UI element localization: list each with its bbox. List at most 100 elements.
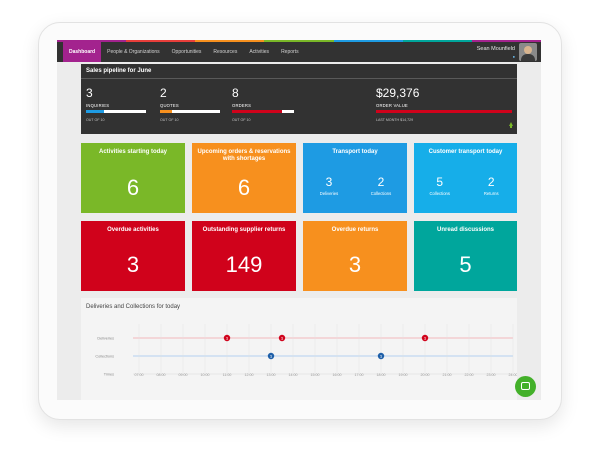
time-tick-label: 22:00 [465, 373, 474, 377]
metric-inquiries[interactable]: 3 INQUIRIES OUT OF 10 [86, 87, 146, 122]
time-tick-label: 14:00 [289, 373, 298, 377]
chat-bubble-icon[interactable] [515, 376, 536, 397]
chat-bubble-glyph [521, 382, 530, 390]
time-tick-label: 12:00 [245, 373, 254, 377]
top-navigation: Dashboard People & Organizations Opportu… [57, 42, 541, 62]
map-pin-icon: ● [512, 54, 515, 59]
split-value: 5 [436, 175, 444, 189]
split-value: 2 [377, 175, 385, 189]
delivery-marker [278, 334, 286, 342]
row-label: Times [104, 373, 114, 377]
time-tick-label: 18:00 [377, 373, 386, 377]
brand-color-segment [264, 40, 334, 42]
delivery-marker-label: 1 [424, 336, 426, 340]
row-label: Deliveries [97, 337, 114, 341]
metric-sub: LAST MONTH $14,729 [376, 117, 414, 122]
metric-value: $29,376 [376, 86, 420, 100]
tile-split-deliveries: 3 Deliveries [303, 176, 355, 196]
tile-transport-today[interactable]: Transport today 3 Deliveries 2 Collectio… [303, 143, 407, 213]
tile-title: Upcoming orders & reservations with shor… [197, 149, 291, 162]
tile-unread-discussions[interactable]: Unread discussions 5 [414, 221, 517, 291]
pipeline-title: Sales pipeline for June [86, 68, 152, 74]
metric-progress-bar [376, 110, 512, 113]
brand-color-segment [471, 40, 541, 42]
tile-value: 3 [348, 252, 362, 277]
up-arrow-icon [509, 122, 513, 126]
metric-progress-fill [376, 110, 512, 113]
metric-label: INQUIRIES [86, 103, 110, 108]
nav-resources[interactable]: Resources [213, 49, 238, 55]
tile-value: 5 [459, 252, 472, 277]
split-label: Returns [483, 191, 499, 196]
nav-activities[interactable]: Activities [249, 49, 270, 55]
tile-split: 3 Deliveries 2 Collections [303, 176, 407, 196]
up-arrow-stem [509, 126, 512, 128]
user-name: Sean Mounfield [476, 46, 515, 52]
metric-progress-fill [160, 110, 172, 113]
tile-upcoming-orders-shortages[interactable]: Upcoming orders & reservations with shor… [192, 143, 296, 213]
nav-opportunities[interactable]: Opportunities [171, 49, 202, 55]
collection-marker-label: 1 [270, 354, 272, 358]
split-label: Collections [429, 191, 450, 196]
tile-overdue-activities[interactable]: Overdue activities 3 [81, 221, 185, 291]
tile-title: Activities starting today [98, 149, 167, 155]
tile-title: Customer transport today [428, 149, 503, 155]
avatar[interactable] [519, 43, 537, 61]
tile-activities-starting-today[interactable]: Activities starting today 6 [81, 143, 185, 213]
metric-sub: OUT OF 10 [86, 117, 105, 122]
split-label: Collections [370, 191, 392, 196]
collection-marker [267, 352, 275, 360]
metric-progress-bar [86, 110, 146, 113]
metric-value: 2 [160, 86, 167, 100]
tile-overdue-returns[interactable]: Overdue returns 3 [303, 221, 407, 291]
tile-value: 6 [237, 175, 251, 200]
user-menu[interactable]: Sean Mounfield ● [476, 43, 537, 61]
tile-value: 6 [126, 175, 140, 200]
time-tick-label: 09:00 [179, 373, 188, 377]
tile-value: 149 [225, 252, 263, 277]
delivery-marker-label: 1 [226, 336, 228, 340]
metric-progress-fill [232, 110, 282, 113]
metric-progress-bar [160, 110, 220, 113]
nav-reports[interactable]: Reports [281, 49, 299, 55]
metric-label: ORDER VALUE [376, 103, 408, 108]
delivery-marker [421, 334, 429, 342]
tile-split-returns: 2 Returns [466, 176, 518, 196]
tile-title: Unread discussions [436, 227, 495, 233]
tile-customer-transport-today[interactable]: Customer transport today 5 Collections 2… [414, 143, 517, 213]
brand-color-segment [195, 40, 265, 42]
split-value: 2 [487, 175, 495, 189]
metric-sub: OUT OF 10 [160, 117, 179, 122]
time-tick-label: 17:00 [355, 373, 364, 377]
time-tick-label: 13:00 [267, 373, 276, 377]
deliveries-collections-panel: Deliveries and Collections for today Del… [81, 298, 517, 400]
time-tick-label: 21:00 [443, 373, 452, 377]
metric-order-value[interactable]: $29,376 ORDER VALUE LAST MONTH $14,729 [376, 87, 512, 122]
tile-title: Transport today [332, 149, 378, 155]
metric-sub: OUT OF 10 [232, 117, 251, 122]
delivery-marker [223, 334, 231, 342]
tile-title: Overdue activities [107, 227, 159, 233]
tile-title: Overdue returns [331, 227, 379, 233]
collection-marker-label: 1 [380, 354, 382, 358]
nav-dashboard[interactable]: Dashboard [63, 42, 102, 62]
metric-label: QUOTES [160, 103, 179, 108]
nav-people-organizations[interactable]: People & Organizations [107, 49, 160, 55]
deliveries-title: Deliveries and Collections for today [86, 304, 181, 310]
brand-color-segment [333, 40, 403, 42]
metric-value: 8 [232, 86, 239, 100]
tile-value: 3 [126, 252, 140, 277]
metric-label: ORDERS [232, 103, 252, 108]
time-tick-label: 10:00 [201, 373, 210, 377]
brand-color-segment [57, 40, 127, 42]
metric-orders[interactable]: 8 ORDERS OUT OF 10 [232, 87, 294, 122]
deliveries-timeline-chart: Deliveries Collections Times 07:00 08:00 09:0… [95, 324, 517, 377]
collection-marker [377, 352, 385, 360]
user-location[interactable]: ● [477, 54, 515, 59]
sales-pipeline-panel: Sales pipeline for June 3 INQUIRIES OUT … [81, 64, 517, 134]
time-tick-label: 23:00 [487, 373, 496, 377]
time-tick-label: 15:00 [311, 373, 320, 377]
brand-color-segment [402, 40, 472, 42]
metric-quotes[interactable]: 2 QUOTES OUT OF 10 [160, 87, 220, 122]
tile-outstanding-supplier-returns[interactable]: Outstanding supplier returns 149 [192, 221, 296, 291]
